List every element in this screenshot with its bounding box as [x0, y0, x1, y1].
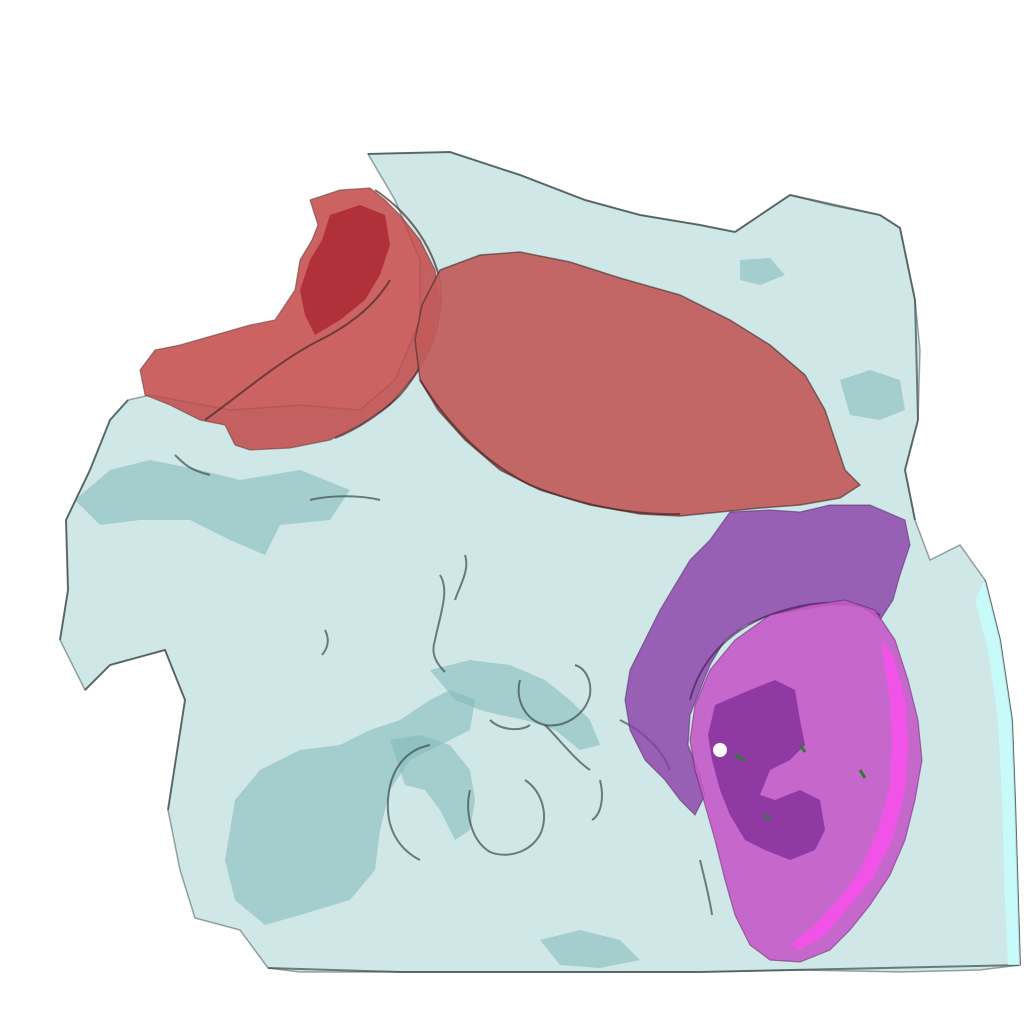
- tissue-shadow-center: [430, 660, 600, 750]
- magenta-segment-inner-mesh: [689, 599, 923, 963]
- red-lens-body: [414, 251, 862, 517]
- red-segment-upper-center-mesh: [414, 251, 862, 517]
- tissue-shadow-center2: [390, 735, 475, 840]
- tissue-shadow-left: [75, 460, 350, 555]
- red-bowl-crease: [204, 279, 391, 421]
- tissue-shadow-right: [840, 370, 905, 420]
- red-segment-upper-left-mesh: [139, 187, 442, 451]
- purple-outer-body: [624, 504, 911, 817]
- tissue-right-edge-sheen: [975, 580, 1020, 965]
- magenta-green-artifact: [734, 744, 867, 822]
- tissue-shadow-bottom: [540, 930, 640, 968]
- magenta-hole: [713, 743, 727, 757]
- tissue-shadow-right2: [740, 258, 785, 285]
- magenta-highlight-stripe: [790, 640, 908, 950]
- red-lens-edge: [419, 379, 681, 516]
- magenta-inner-dark: [708, 680, 825, 860]
- red-bowl-inner-dark: [300, 205, 390, 335]
